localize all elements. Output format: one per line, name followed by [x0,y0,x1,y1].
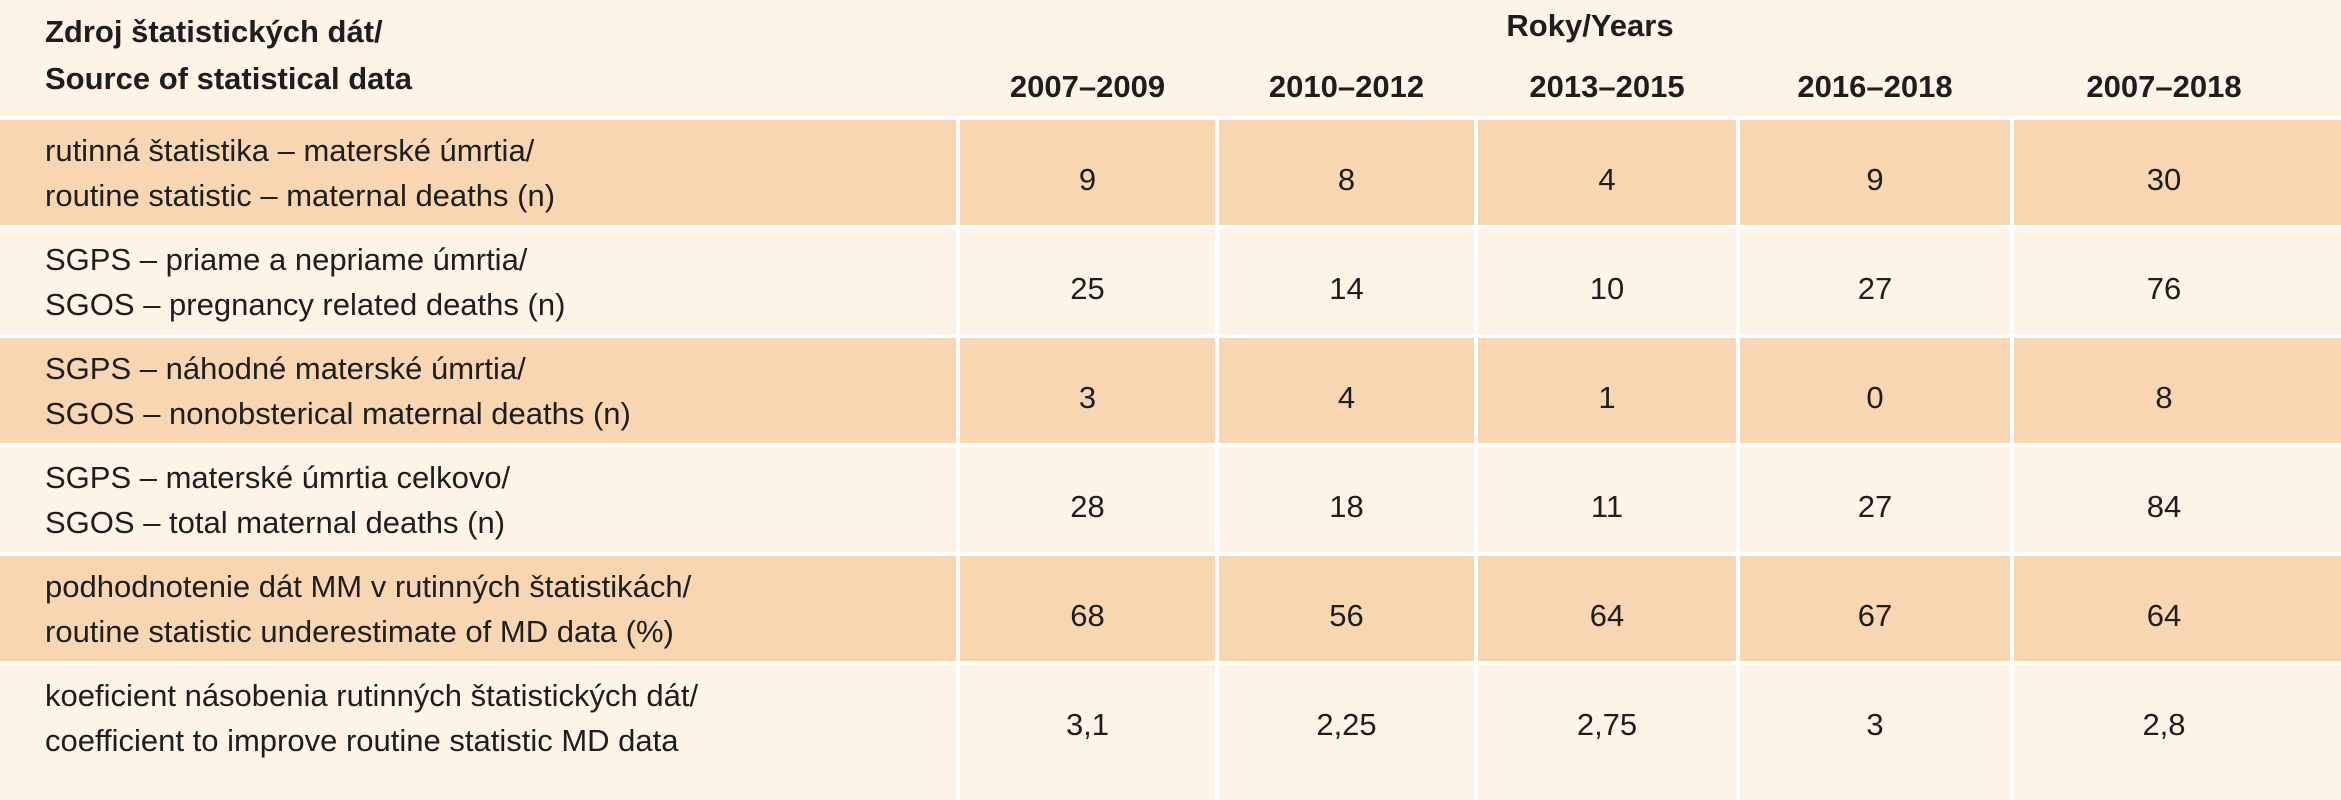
table-row: rutinná štatistika – materské úmrtia/ ro… [0,120,2341,227]
row-label: koeficient násobenia rutinných štatistic… [45,678,699,758]
table-cell: 9 [1866,162,1884,197]
table-cell: 0 [1866,380,1884,415]
table-row: koeficient násobenia rutinných štatistic… [0,665,2341,800]
table-row: SGPS – priame a nepriame úmrtia/ SGOS – … [0,229,2341,336]
row-divider [0,661,2341,665]
table-cell: 9 [1078,162,1097,197]
row-divider [0,225,2341,229]
table-cell: 2,25 [1316,707,1377,742]
table-cell: 25 [1070,271,1105,306]
table-row: podhodnotenie dát MM v rutinných štatist… [0,556,2341,663]
row-divider [0,443,2341,447]
table-cell: 2,8 [2142,707,2186,742]
table-row: SGPS – náhodné materské úmrtia/ SGOS – n… [0,338,2341,445]
table-cell: 64 [1589,598,1625,633]
table-cell: 68 [1070,598,1105,633]
table-cell: 10 [1589,271,1625,306]
row-divider [0,334,2341,338]
table-cell: 4 [1337,380,1356,415]
table-cell: 2,75 [1576,707,1638,742]
table-row: SGPS – materské úmrtia celkovo/ SGOS – t… [0,447,2341,554]
row-label: rutinná štatistika – materské úmrtia/ ro… [45,133,556,213]
row-label: SGPS – priame a nepriame úmrtia/ SGOS – … [45,242,566,322]
table-cell: 3,1 [1065,707,1110,742]
table-cell: 27 [1857,271,1893,306]
year-column-header: 2013–2015 [1529,69,1685,104]
table-cell: 4 [1598,162,1616,197]
table-cell: 27 [1857,489,1893,524]
row-label: SGPS – náhodné materské úmrtia/ SGOS – n… [45,351,631,431]
table-cell: 84 [2146,489,2182,524]
row-divider [0,552,2341,556]
column-divider [956,120,960,800]
row-label: SGPS – materské úmrtia celkovo/ SGOS – t… [45,460,511,540]
table-cell: 56 [1329,598,1364,633]
table-cell: 30 [2146,162,2182,197]
table-cell: 64 [2146,598,2182,633]
table-cell: 3 [1866,707,1884,742]
table-header: Zdroj štatistických dát/ Source of stati… [0,0,2341,118]
year-column-header: 2007–2018 [2086,69,2242,104]
table-cell: 11 [1590,489,1624,524]
year-column-header: 2007–2009 [1009,69,1166,104]
row-label: podhodnotenie dát MM v rutinných štatist… [45,569,692,649]
table-cell: 28 [1070,489,1105,524]
column-divider [1474,120,1478,800]
year-column-header: 2016–2018 [1797,69,1953,104]
table-cell: 18 [1329,489,1364,524]
table-cell: 76 [2146,271,2182,306]
table-cell: 8 [1337,162,1356,197]
column-divider [2010,120,2014,800]
table-cell: 14 [1329,271,1364,306]
column-divider [1215,120,1219,800]
column-divider [1736,120,1740,800]
table-cell: 1 [1598,380,1616,415]
years-group-header: Roky/Years [1506,8,1674,43]
table-cell: 8 [2155,380,2173,415]
year-column-header: 2010–2012 [1268,69,1425,104]
table-cell: 67 [1857,598,1893,633]
row-divider [0,116,2341,120]
source-column-header: Zdroj štatistických dát/ Source of stati… [45,14,412,96]
table-cell: 3 [1078,380,1097,415]
